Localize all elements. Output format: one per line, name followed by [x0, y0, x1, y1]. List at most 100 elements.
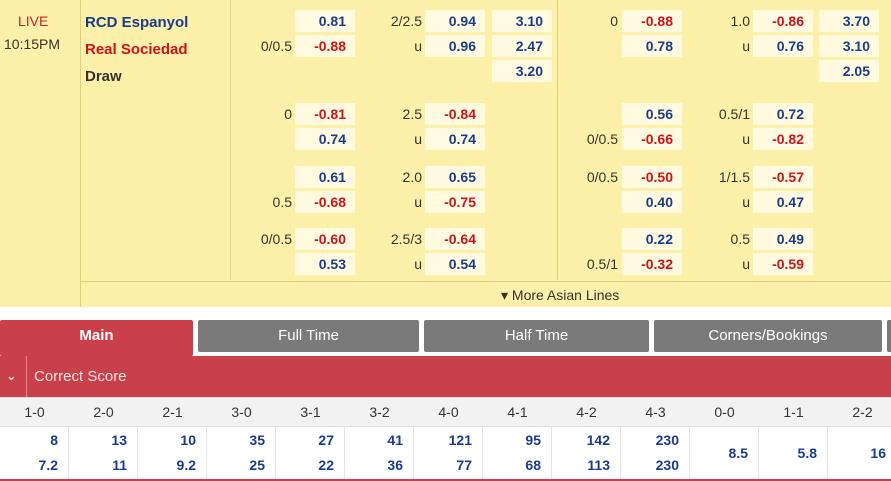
match-status-column: LIVE 10:15PM	[0, 0, 81, 307]
score-odds-cell[interactable]: 5.8	[759, 426, 828, 481]
home-score-odds[interactable]: 8	[50, 432, 58, 448]
away-team-name[interactable]: Real Sociedad	[85, 41, 188, 58]
odds-value[interactable]: -0.75	[425, 191, 485, 213]
chevron-down-icon[interactable]: ⌄	[6, 368, 17, 383]
odds-value[interactable]: 0.74	[295, 128, 355, 150]
score-header: 4-2	[576, 404, 597, 420]
away-score-odds[interactable]: 25	[249, 457, 265, 473]
draw-score-odds[interactable]: 5.8	[797, 445, 817, 461]
under-label: u	[414, 256, 422, 272]
odds-value[interactable]: 3.20	[492, 60, 552, 82]
score-header: 2-0	[93, 404, 114, 420]
draw-score-odds[interactable]: 16	[870, 445, 886, 461]
odds-value[interactable]: 0.53	[295, 253, 355, 275]
score-odds-cell[interactable]: 8.5	[690, 426, 759, 481]
odds-value[interactable]: -0.88	[622, 10, 682, 32]
away-score-odds[interactable]: 22	[318, 457, 334, 473]
odds-value[interactable]: 0.74	[425, 128, 485, 150]
total-line: 2.0	[402, 169, 422, 185]
odds-value[interactable]: 0.96	[425, 35, 485, 57]
correct-score-headers: 1-0 2-0 2-1 3-0 3-1 3-2 4-0 4-1 4-2 4-3 0-0 1-1 2-2	[0, 397, 891, 427]
score-odds-cell[interactable]: 27 22	[276, 426, 345, 481]
away-score-odds[interactable]: 9.2	[176, 457, 196, 473]
home-score-odds[interactable]: 27	[318, 432, 334, 448]
away-score-odds[interactable]: 68	[525, 457, 541, 473]
total-line: 0.5	[730, 231, 750, 247]
odds-value[interactable]: -0.82	[753, 128, 813, 150]
correct-score-header[interactable]: ⌄ Correct Score	[0, 356, 891, 397]
score-odds-cell[interactable]: 13 11	[69, 426, 138, 481]
odds-value[interactable]: 0.56	[622, 103, 682, 125]
tab-main[interactable]: Main	[0, 320, 193, 356]
home-score-odds[interactable]: 142	[586, 432, 610, 448]
odds-value[interactable]: -0.59	[753, 253, 813, 275]
odds-value[interactable]: 0.22	[622, 228, 682, 250]
score-odds-cell[interactable]: 41 36	[345, 426, 414, 481]
odds-value[interactable]: -0.60	[295, 228, 355, 250]
odds-value[interactable]: -0.68	[295, 191, 355, 213]
odds-value[interactable]: 0.54	[425, 253, 485, 275]
away-score-odds[interactable]: 11	[112, 457, 127, 473]
tab-full-time[interactable]: Full Time	[198, 320, 419, 352]
away-score-odds[interactable]: 77	[456, 457, 472, 473]
odds-value[interactable]: -0.88	[295, 35, 355, 57]
handicap-line: 0.5	[272, 194, 292, 210]
under-label: u	[742, 194, 750, 210]
score-odds-cell[interactable]: 8 7.2	[0, 426, 69, 481]
home-score-odds[interactable]: 35	[249, 432, 265, 448]
odds-value[interactable]: 3.10	[492, 10, 552, 32]
away-score-odds[interactable]: 230	[655, 457, 679, 473]
odds-value[interactable]: 0.40	[622, 191, 682, 213]
score-header: 4-1	[507, 404, 528, 420]
odds-value[interactable]: 3.70	[819, 10, 879, 32]
draw-score-odds[interactable]: 8.5	[728, 445, 748, 461]
tab-overflow[interactable]	[887, 320, 891, 352]
odds-value[interactable]: -0.66	[622, 128, 682, 150]
under-label: u	[414, 131, 422, 147]
market-tabs: Main Full Time Half Time Corners/Booking…	[0, 318, 891, 356]
home-score-odds[interactable]: 95	[525, 432, 541, 448]
odds-value[interactable]: 3.10	[819, 35, 879, 57]
odds-value[interactable]: -0.86	[753, 10, 813, 32]
odds-value[interactable]: -0.81	[295, 103, 355, 125]
odds-value[interactable]: 0.49	[753, 228, 813, 250]
home-score-odds[interactable]: 13	[111, 432, 127, 448]
score-header: 0-0	[714, 404, 735, 420]
tab-corners-bookings[interactable]: Corners/Bookings	[654, 320, 882, 352]
score-odds-cell[interactable]: 230 230	[621, 426, 690, 481]
odds-value[interactable]: -0.64	[425, 228, 485, 250]
odds-value[interactable]: 2.47	[492, 35, 552, 57]
more-asian-lines-link[interactable]: ▾ More Asian Lines	[501, 287, 620, 303]
odds-value[interactable]: 2.05	[819, 60, 879, 82]
handicap-line: 2/2.5	[390, 13, 422, 29]
odds-value[interactable]: 0.81	[295, 10, 355, 32]
more-asian-lines-row: ▾ More Asian Lines	[81, 281, 891, 308]
odds-value[interactable]: 0.61	[295, 166, 355, 188]
away-score-odds[interactable]: 36	[387, 457, 403, 473]
odds-value[interactable]: 0.76	[753, 35, 813, 57]
score-odds-cell[interactable]: 35 25	[207, 426, 276, 481]
home-score-odds[interactable]: 41	[387, 432, 403, 448]
home-score-odds[interactable]: 10	[180, 432, 196, 448]
odds-value[interactable]: 0.94	[425, 10, 485, 32]
odds-value[interactable]: 0.65	[425, 166, 485, 188]
odds-value[interactable]: 0.78	[622, 35, 682, 57]
odds-value[interactable]: 0.47	[753, 191, 813, 213]
score-odds-cell[interactable]: 142 113	[552, 426, 621, 481]
score-odds-cell[interactable]: 10 9.2	[138, 426, 207, 481]
score-odds-cell[interactable]: 95 68	[483, 426, 552, 481]
away-score-odds[interactable]: 113	[587, 457, 610, 473]
odds-value[interactable]: -0.84	[425, 103, 485, 125]
away-score-odds[interactable]: 7.2	[38, 457, 58, 473]
odds-value[interactable]: -0.32	[622, 253, 682, 275]
home-score-odds[interactable]: 121	[448, 432, 472, 448]
home-score-odds[interactable]: 230	[655, 432, 679, 448]
odds-value[interactable]: -0.57	[753, 166, 813, 188]
odds-value[interactable]: -0.50	[622, 166, 682, 188]
tab-half-time[interactable]: Half Time	[424, 320, 649, 352]
score-odds-cell[interactable]: 16	[828, 426, 891, 481]
live-badge: LIVE	[18, 13, 49, 29]
odds-value[interactable]: 0.72	[753, 103, 813, 125]
score-odds-cell[interactable]: 121 77	[414, 426, 483, 481]
home-team-name[interactable]: RCD Espanyol	[85, 14, 189, 31]
